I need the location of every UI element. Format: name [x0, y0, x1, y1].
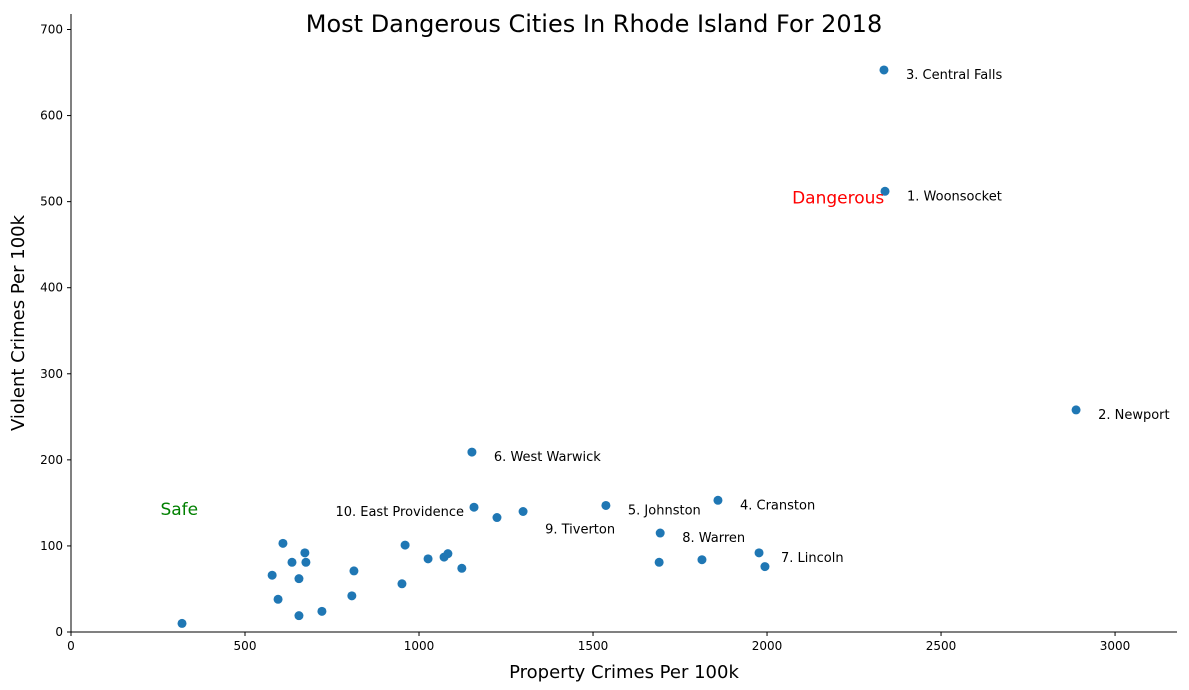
chart-title: Most Dangerous Cities In Rhode Island Fo…: [306, 10, 882, 38]
data-point: [697, 555, 707, 565]
x-tick-label: 1500: [578, 639, 609, 653]
point-label: 5. Johnston: [628, 503, 701, 518]
data-point: [713, 495, 723, 505]
point-label: 3. Central Falls: [906, 68, 1002, 83]
data-point: [492, 513, 502, 523]
point-label: 7. Lincoln: [781, 551, 844, 566]
point-label: 1. Woonsocket: [907, 189, 1002, 204]
data-point: [267, 570, 277, 580]
data-point: [300, 548, 310, 558]
data-point: [317, 606, 327, 616]
data-point: [177, 618, 187, 628]
data-point: [467, 447, 477, 457]
data-point: [443, 549, 453, 559]
data-point: [294, 611, 304, 621]
annotation-safe: Safe: [160, 500, 198, 520]
x-tick-label: 1000: [404, 639, 435, 653]
data-point: [278, 538, 288, 548]
data-point: [397, 579, 407, 589]
x-tick-label: 500: [234, 639, 257, 653]
data-point: [880, 186, 890, 196]
data-point: [347, 591, 357, 601]
point-label: 8. Warren: [682, 531, 745, 546]
x-tick-label: 2000: [752, 639, 783, 653]
point-label: 10. East Providence: [335, 505, 464, 520]
data-point: [518, 506, 528, 516]
data-point: [655, 528, 665, 538]
data-point: [423, 554, 433, 564]
y-tick-label: 300: [40, 367, 63, 381]
x-tick-label: 2500: [926, 639, 957, 653]
data-point: [349, 566, 359, 576]
data-point: [760, 562, 770, 572]
y-tick-label: 400: [40, 281, 63, 295]
point-label: 4. Cranston: [740, 498, 815, 513]
data-point: [287, 557, 297, 567]
data-point: [754, 548, 764, 558]
annotation-dangerous: Dangerous: [792, 188, 884, 208]
x-tick-label: 0: [67, 639, 75, 653]
y-tick-label: 600: [40, 109, 63, 123]
x-axis-label: Property Crimes Per 100k: [509, 662, 739, 683]
y-axis-label: Violent Crimes Per 100k: [8, 214, 29, 431]
data-point: [1071, 405, 1081, 415]
x-tick-label: 3000: [1100, 639, 1131, 653]
data-point: [457, 563, 467, 573]
data-point: [301, 557, 311, 567]
y-tick-label: 200: [40, 453, 63, 467]
point-label: 2. Newport: [1098, 408, 1170, 423]
data-point: [601, 500, 611, 510]
data-point: [469, 502, 479, 512]
data-point: [879, 65, 889, 75]
data-point: [654, 557, 664, 567]
point-label: 9. Tiverton: [545, 522, 615, 537]
data-point: [294, 574, 304, 584]
point-label: 6. West Warwick: [494, 450, 601, 465]
data-point: [400, 540, 410, 550]
data-point: [273, 594, 283, 604]
y-tick-label: 100: [40, 539, 63, 553]
y-tick-label: 0: [55, 625, 63, 639]
y-tick-label: 500: [40, 195, 63, 209]
y-tick-label: 700: [40, 22, 63, 36]
